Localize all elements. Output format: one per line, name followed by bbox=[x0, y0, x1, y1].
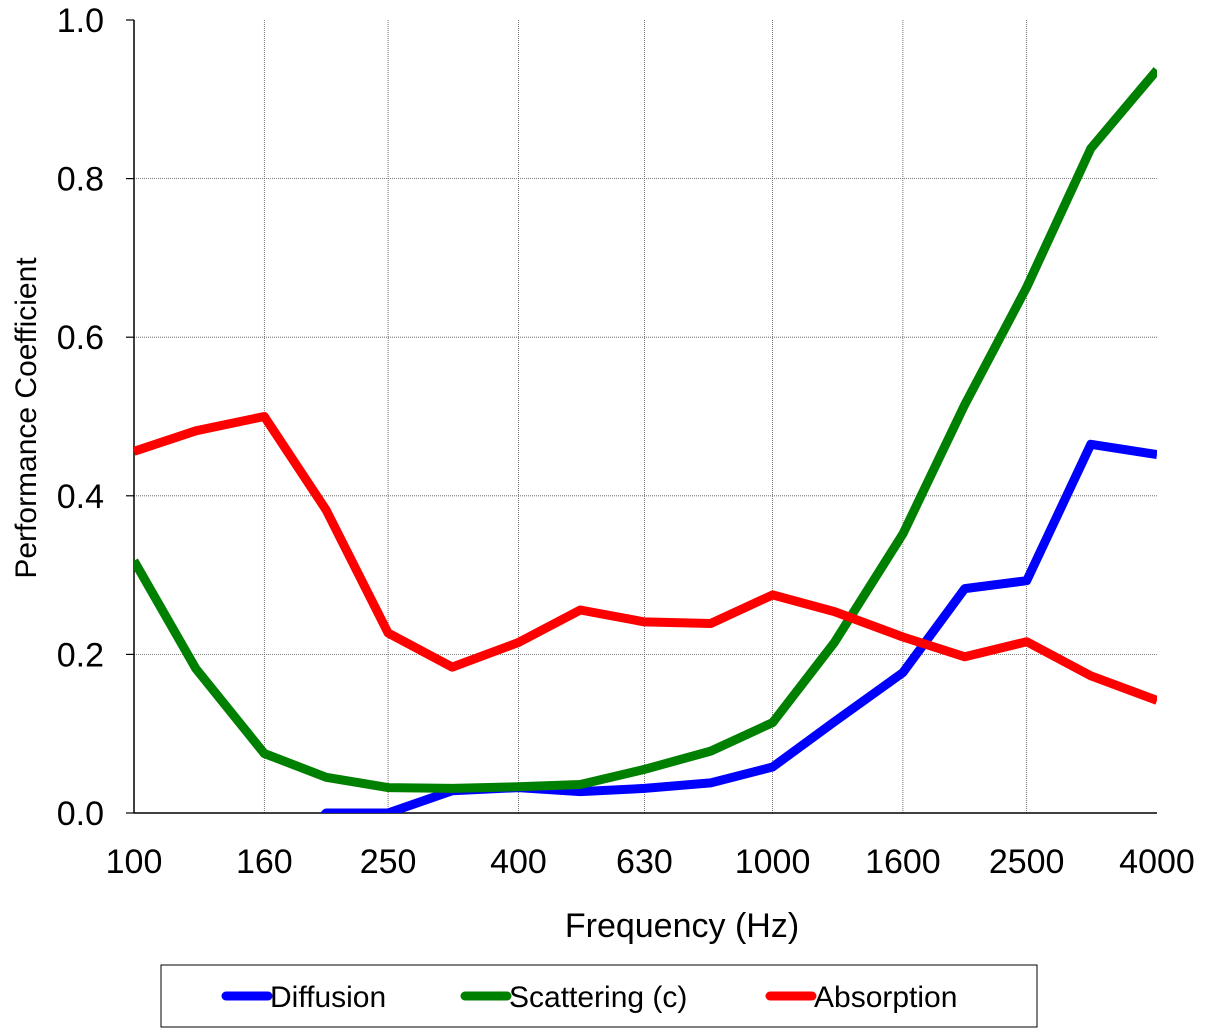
x-tick-labels: 100 160 250 400 630 1000 1600 2500 4000 bbox=[106, 843, 1195, 881]
x-tick-label: 400 bbox=[490, 843, 547, 881]
y-tick-label: 0.4 bbox=[57, 478, 104, 516]
legend-label: Absorption bbox=[814, 981, 957, 1014]
legend-label: Diffusion bbox=[270, 981, 386, 1014]
x-tick-label: 1600 bbox=[865, 843, 941, 881]
y-axis-label: Performance Coefficient bbox=[10, 257, 43, 579]
legend-item: Scattering (c) bbox=[460, 981, 687, 1014]
x-tick-label: 630 bbox=[616, 843, 673, 881]
legend-label: Scattering (c) bbox=[509, 981, 687, 1014]
series-line-absorption bbox=[134, 412, 1157, 705]
x-axis-label: Frequency (Hz) bbox=[565, 907, 799, 945]
series-line-diffusion bbox=[320, 439, 1157, 813]
y-tick-label: 0.2 bbox=[57, 636, 104, 674]
legend: Diffusion Scattering (c) Absorption bbox=[160, 964, 1038, 1028]
x-tick-label: 4000 bbox=[1119, 843, 1195, 881]
legend-item: Diffusion bbox=[221, 981, 386, 1014]
x-tick-label: 250 bbox=[360, 843, 417, 881]
y-tick-label: 0.8 bbox=[57, 161, 104, 199]
x-tick-label: 1000 bbox=[735, 843, 811, 881]
y-tick-labels: 0.0 0.2 0.4 0.6 0.8 1.0 bbox=[57, 2, 104, 833]
plot-area bbox=[126, 19, 1157, 814]
y-tick-label: 1.0 bbox=[57, 2, 104, 40]
legend-box bbox=[160, 964, 1038, 1028]
x-tick-label: 160 bbox=[236, 843, 293, 881]
y-tick-label: 0.0 bbox=[57, 795, 104, 833]
grid-lines bbox=[134, 20, 1157, 813]
series-line-scattering-c bbox=[134, 67, 1157, 793]
x-tick-label: 100 bbox=[106, 843, 163, 881]
x-tick-label: 2500 bbox=[989, 843, 1065, 881]
series-layer bbox=[134, 67, 1157, 813]
legend-item: Absorption bbox=[765, 981, 957, 1014]
y-tick-label: 0.6 bbox=[57, 319, 104, 357]
